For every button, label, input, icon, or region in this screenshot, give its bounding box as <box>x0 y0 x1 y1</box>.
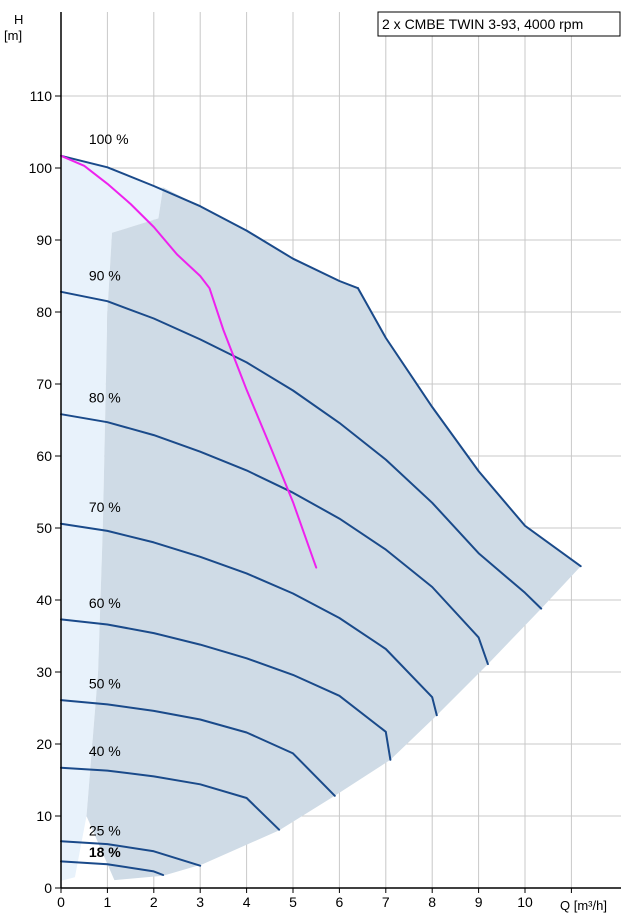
operating-area <box>86 187 581 881</box>
y-tick-label: 70 <box>36 376 52 392</box>
x-tick-label: 3 <box>196 894 204 910</box>
y-tick-label: 90 <box>36 232 52 248</box>
speed-label: 70 % <box>89 499 121 515</box>
speed-curve <box>60 618 392 761</box>
speed-curve <box>60 860 165 876</box>
speed-curve <box>60 766 281 831</box>
y-tick-label: 50 <box>36 520 52 536</box>
speed-curve <box>60 154 359 290</box>
speed-labels: 100 % 90 % 80 % 70 % 60 % 50 % 40 % 25 % 18 % <box>89 131 129 860</box>
x-tick-label: 1 <box>104 894 112 910</box>
y-tick-label: 80 <box>36 304 52 320</box>
x-axis-title: Q [m³/h] <box>560 898 607 913</box>
y-tick-label: 60 <box>36 448 52 464</box>
x-tick-label: 5 <box>289 894 297 910</box>
speed-curve <box>60 699 336 797</box>
speed-label: 50 % <box>89 676 121 692</box>
x-tick-label: 0 <box>57 894 65 910</box>
x-tick-label: 2 <box>150 894 158 910</box>
x-tick-label: 4 <box>243 894 251 910</box>
x-tick-label: 6 <box>336 894 344 910</box>
speed-label: 40 % <box>89 743 121 759</box>
speed-label: 60 % <box>89 595 121 611</box>
y-axis-unit: [m] <box>4 28 22 43</box>
speed-label: 80 % <box>89 390 121 406</box>
y-tick-label: 0 <box>44 880 52 896</box>
y-axis-title: H <box>14 12 23 27</box>
speed-label: 90 % <box>89 267 121 283</box>
y-tick-label: 100 <box>29 160 53 176</box>
speed-label: 100 % <box>89 131 129 147</box>
speed-curve <box>60 413 489 666</box>
x-tick-label: 10 <box>517 894 533 910</box>
y-tick-label: 30 <box>36 664 52 680</box>
y-tick-label: 110 <box>30 88 53 104</box>
x-tick-label: 8 <box>428 894 436 910</box>
y-tick-label: 40 <box>36 592 52 608</box>
speed-label: 18 % <box>89 844 121 860</box>
operating-areas <box>61 155 581 881</box>
speed-curve <box>60 290 543 610</box>
system-curve <box>60 154 318 569</box>
speed-curves <box>60 154 582 876</box>
max-curve <box>357 287 582 568</box>
title-box-frame <box>377 11 621 37</box>
y-tick-label: 20 <box>36 736 52 752</box>
chart-title-box: 2 x CMBE TWIN 3-93, 4000 rpm <box>377 11 621 37</box>
x-tick-label: 9 <box>475 894 483 910</box>
y-tick-label: 10 <box>36 808 52 824</box>
speed-curve <box>60 840 202 867</box>
x-tick-label: 7 <box>382 894 390 910</box>
speed-label: 25 % <box>89 822 121 838</box>
light-area <box>61 155 164 881</box>
speed-curve <box>60 522 438 717</box>
chart-title: 2 x CMBE TWIN 3-93, 4000 rpm <box>382 16 583 32</box>
